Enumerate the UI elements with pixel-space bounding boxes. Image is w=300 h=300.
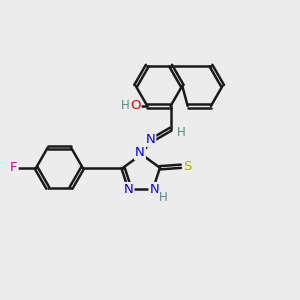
Text: N: N [135,146,145,159]
Text: F: F [10,161,18,174]
Text: H: H [177,126,185,139]
Text: O: O [130,100,140,112]
Text: N: N [149,183,159,196]
Text: S: S [183,160,192,173]
Text: H: H [159,191,168,204]
Text: N: N [146,133,155,146]
Text: N: N [124,183,134,196]
Text: H: H [121,100,130,112]
